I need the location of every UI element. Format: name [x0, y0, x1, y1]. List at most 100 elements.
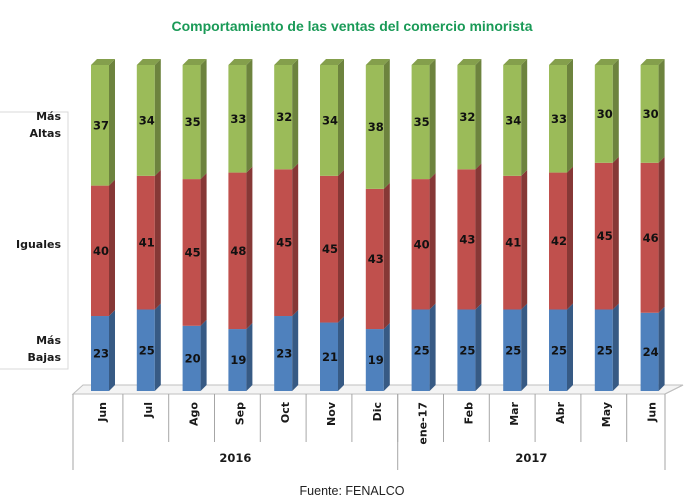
legend-label: Más	[36, 334, 61, 347]
data-label: 32	[459, 110, 475, 124]
data-label: 34	[505, 113, 521, 127]
bar-stack: 19 43 38	[365, 59, 390, 391]
bar-side-m-s-bajas	[200, 319, 207, 391]
bar-segment-m-s-altas	[457, 65, 476, 170]
bar-side-iguales	[567, 166, 573, 310]
bar-side-m-s-bajas	[429, 303, 436, 391]
data-label: 25	[505, 343, 521, 357]
data-label: 45	[185, 245, 201, 259]
legend-entry: Más Altas	[29, 110, 61, 140]
data-label: 32	[276, 110, 292, 124]
x-tick-label: Oct	[279, 402, 292, 423]
x-tick-label: May	[600, 402, 613, 427]
data-label: 25	[459, 343, 475, 357]
chart-title: Comportamiento de las ventas del comerci…	[172, 18, 533, 34]
data-label: 37	[93, 118, 109, 132]
data-label: 48	[230, 244, 246, 258]
data-label: 45	[597, 229, 613, 243]
data-label: 21	[322, 350, 338, 364]
x-tick-label: Sep	[233, 402, 246, 425]
bar-side-iguales	[612, 156, 619, 310]
axis-line	[664, 384, 684, 395]
bar-top-m-s-altas	[640, 59, 665, 65]
data-label: 25	[597, 343, 613, 357]
data-label: 23	[93, 347, 109, 361]
bar-side-iguales	[154, 169, 161, 310]
bar-top-m-s-altas	[365, 59, 390, 65]
source-note: Fuente: FENALCO	[300, 484, 405, 498]
data-label: 45	[322, 242, 338, 256]
bar-segment-iguales	[91, 185, 109, 317]
bar-segment-iguales	[365, 188, 384, 330]
bar-side-m-s-bajas	[246, 323, 253, 391]
data-label: 30	[597, 107, 613, 121]
bar-side-iguales	[292, 163, 299, 317]
bar-top-m-s-altas	[182, 59, 207, 65]
x-group-label: 2016	[219, 451, 251, 465]
data-label: 38	[368, 120, 384, 134]
bar-stack: 25 45 30	[594, 59, 619, 391]
bar-side-iguales	[658, 156, 665, 313]
bar-segment-m-s-bajas	[91, 316, 109, 391]
bar-segment-m-s-altas	[411, 65, 430, 180]
data-label: 25	[139, 343, 155, 357]
data-label: 35	[414, 115, 430, 129]
data-label: 23	[276, 347, 292, 361]
bar-top-m-s-altas	[594, 59, 619, 65]
data-label: 25	[414, 343, 430, 357]
data-label: 24	[643, 345, 659, 359]
bar-side-m-s-bajas	[658, 306, 665, 391]
bar-side-m-s-altas	[154, 59, 161, 176]
data-label: 46	[643, 231, 659, 245]
bar-side-iguales	[383, 182, 390, 330]
bar-segment-m-s-altas	[91, 65, 109, 186]
bar-side-iguales	[109, 179, 115, 317]
bar-side-m-s-altas	[292, 59, 299, 170]
bar-side-m-s-bajas	[383, 323, 390, 391]
x-tick-label: Jun	[646, 402, 659, 423]
x-tick-label: Feb	[462, 402, 475, 425]
bar-stack: 25 40 35	[411, 59, 436, 391]
legend-label: Iguales	[16, 238, 61, 251]
bar-side-m-s-altas	[612, 59, 619, 163]
x-tick-label: Dic	[371, 402, 384, 421]
bar-stack: 25 41 34	[503, 59, 528, 391]
bar-segment-iguales	[457, 169, 476, 310]
bar-segment-m-s-altas	[503, 65, 522, 176]
bar-segment-m-s-altas	[549, 65, 567, 173]
bar-segment-m-s-bajas	[320, 322, 338, 391]
bar-segment-m-s-bajas	[228, 329, 247, 391]
data-label: 34	[322, 113, 338, 127]
bar-segment-m-s-bajas	[365, 329, 384, 391]
data-label: 33	[230, 112, 246, 126]
x-tick-label: Nov	[325, 401, 338, 426]
bar-side-iguales	[200, 173, 207, 326]
data-label: 34	[139, 113, 155, 127]
x-group-label: 2017	[515, 451, 547, 465]
data-label: 19	[368, 353, 384, 367]
data-label: 20	[185, 351, 201, 365]
bar-segment-m-s-altas	[365, 65, 384, 189]
bar-segment-m-s-altas	[228, 65, 247, 173]
legend: Más Altas Iguales Más Bajas	[0, 110, 69, 370]
bar-side-m-s-altas	[475, 59, 482, 170]
x-axis: Jun Jul Ago Sep Oct Nov Dic ene-17 Feb Mar Abr May J…	[72, 384, 684, 470]
bar-side-m-s-altas	[383, 59, 390, 189]
bar-segment-m-s-bajas	[640, 312, 659, 391]
data-label: 43	[459, 232, 475, 246]
bar-segment-m-s-bajas	[411, 309, 430, 391]
bar-side-iguales	[338, 169, 344, 323]
bar-side-m-s-bajas	[338, 316, 344, 391]
bar-segment-m-s-bajas	[457, 309, 476, 391]
bar-side-iguales	[475, 163, 482, 310]
bar-side-iguales	[429, 173, 436, 310]
legend-entry: Más Bajas	[27, 334, 61, 364]
bar-top-m-s-altas	[411, 59, 436, 65]
bar-segment-iguales	[503, 175, 522, 310]
bar-side-iguales	[246, 166, 253, 330]
bar-segment-m-s-bajas	[274, 316, 293, 391]
data-label: 40	[93, 244, 109, 258]
x-tick-label: Abr	[554, 401, 567, 423]
bar-side-m-s-bajas	[521, 303, 528, 391]
data-label: 33	[551, 112, 567, 126]
